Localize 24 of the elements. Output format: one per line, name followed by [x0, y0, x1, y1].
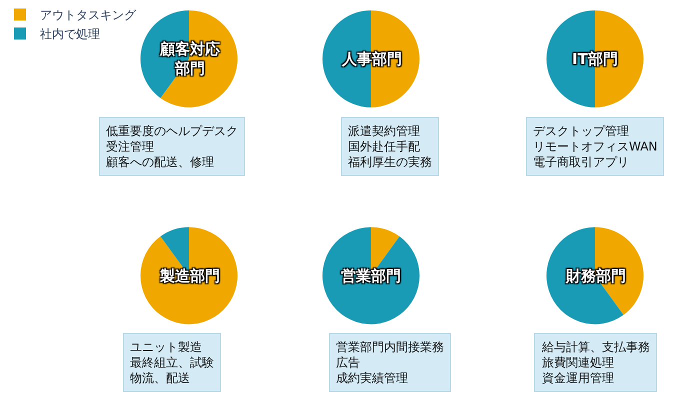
text: 最終組立、試験: [130, 356, 214, 370]
text: 低重要度のヘルプデスク: [106, 124, 238, 138]
text: 電子商取引アプリ: [533, 155, 629, 170]
text: 旅費関連処理: [542, 356, 614, 370]
text: 資金運用管理: [542, 371, 614, 386]
text: 福利厚生の実務: [348, 155, 432, 170]
text: 財務部門: [565, 267, 626, 285]
text: 給与計算、支払事務: [541, 340, 650, 354]
text: リモートオフィスWAN: [533, 140, 658, 154]
text: 顧客への配送、修理: [106, 155, 214, 170]
text: IT部門: [572, 50, 618, 68]
text: 国外赴任手配: [348, 140, 420, 154]
text: 製造部門: [159, 267, 220, 285]
legend-label: アウトタスキング: [40, 8, 137, 22]
text: 受注管理: [106, 140, 154, 154]
text: 派遣契約管理: [348, 124, 420, 138]
text: 営業部門: [341, 267, 401, 285]
text: 営業部門内間接業務: [336, 340, 444, 354]
text: 成約実績管理: [336, 371, 408, 386]
legend-label: 社内で処理: [40, 27, 100, 42]
text: デスクトップ管理: [533, 124, 629, 138]
text: 物流、配送: [130, 371, 190, 386]
text: 広告: [336, 356, 360, 370]
text: ユニット製造: [130, 340, 202, 354]
